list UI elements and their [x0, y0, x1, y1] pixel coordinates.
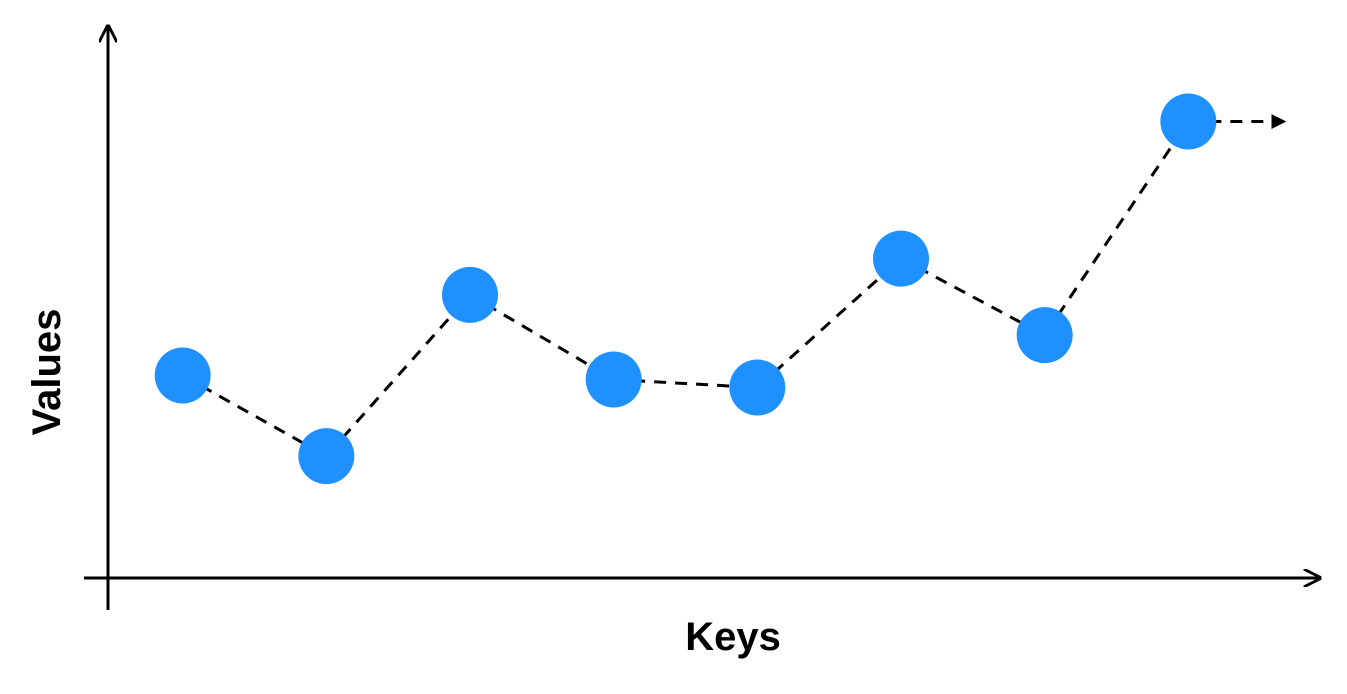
data-point-1 — [154, 347, 211, 404]
points-layer — [154, 93, 1217, 485]
series-line — [181, 120, 1190, 458]
y-axis-label: Values — [25, 309, 69, 436]
series-layer — [181, 114, 1287, 458]
data-point-7 — [1016, 307, 1073, 364]
data-point-8 — [1160, 93, 1217, 150]
data-point-3 — [442, 266, 498, 323]
data-point-5 — [729, 359, 786, 416]
data-point-2 — [298, 428, 355, 485]
data-point-4 — [585, 351, 642, 408]
data-point-6 — [873, 230, 929, 287]
x-axis-label: Keys — [685, 615, 781, 659]
